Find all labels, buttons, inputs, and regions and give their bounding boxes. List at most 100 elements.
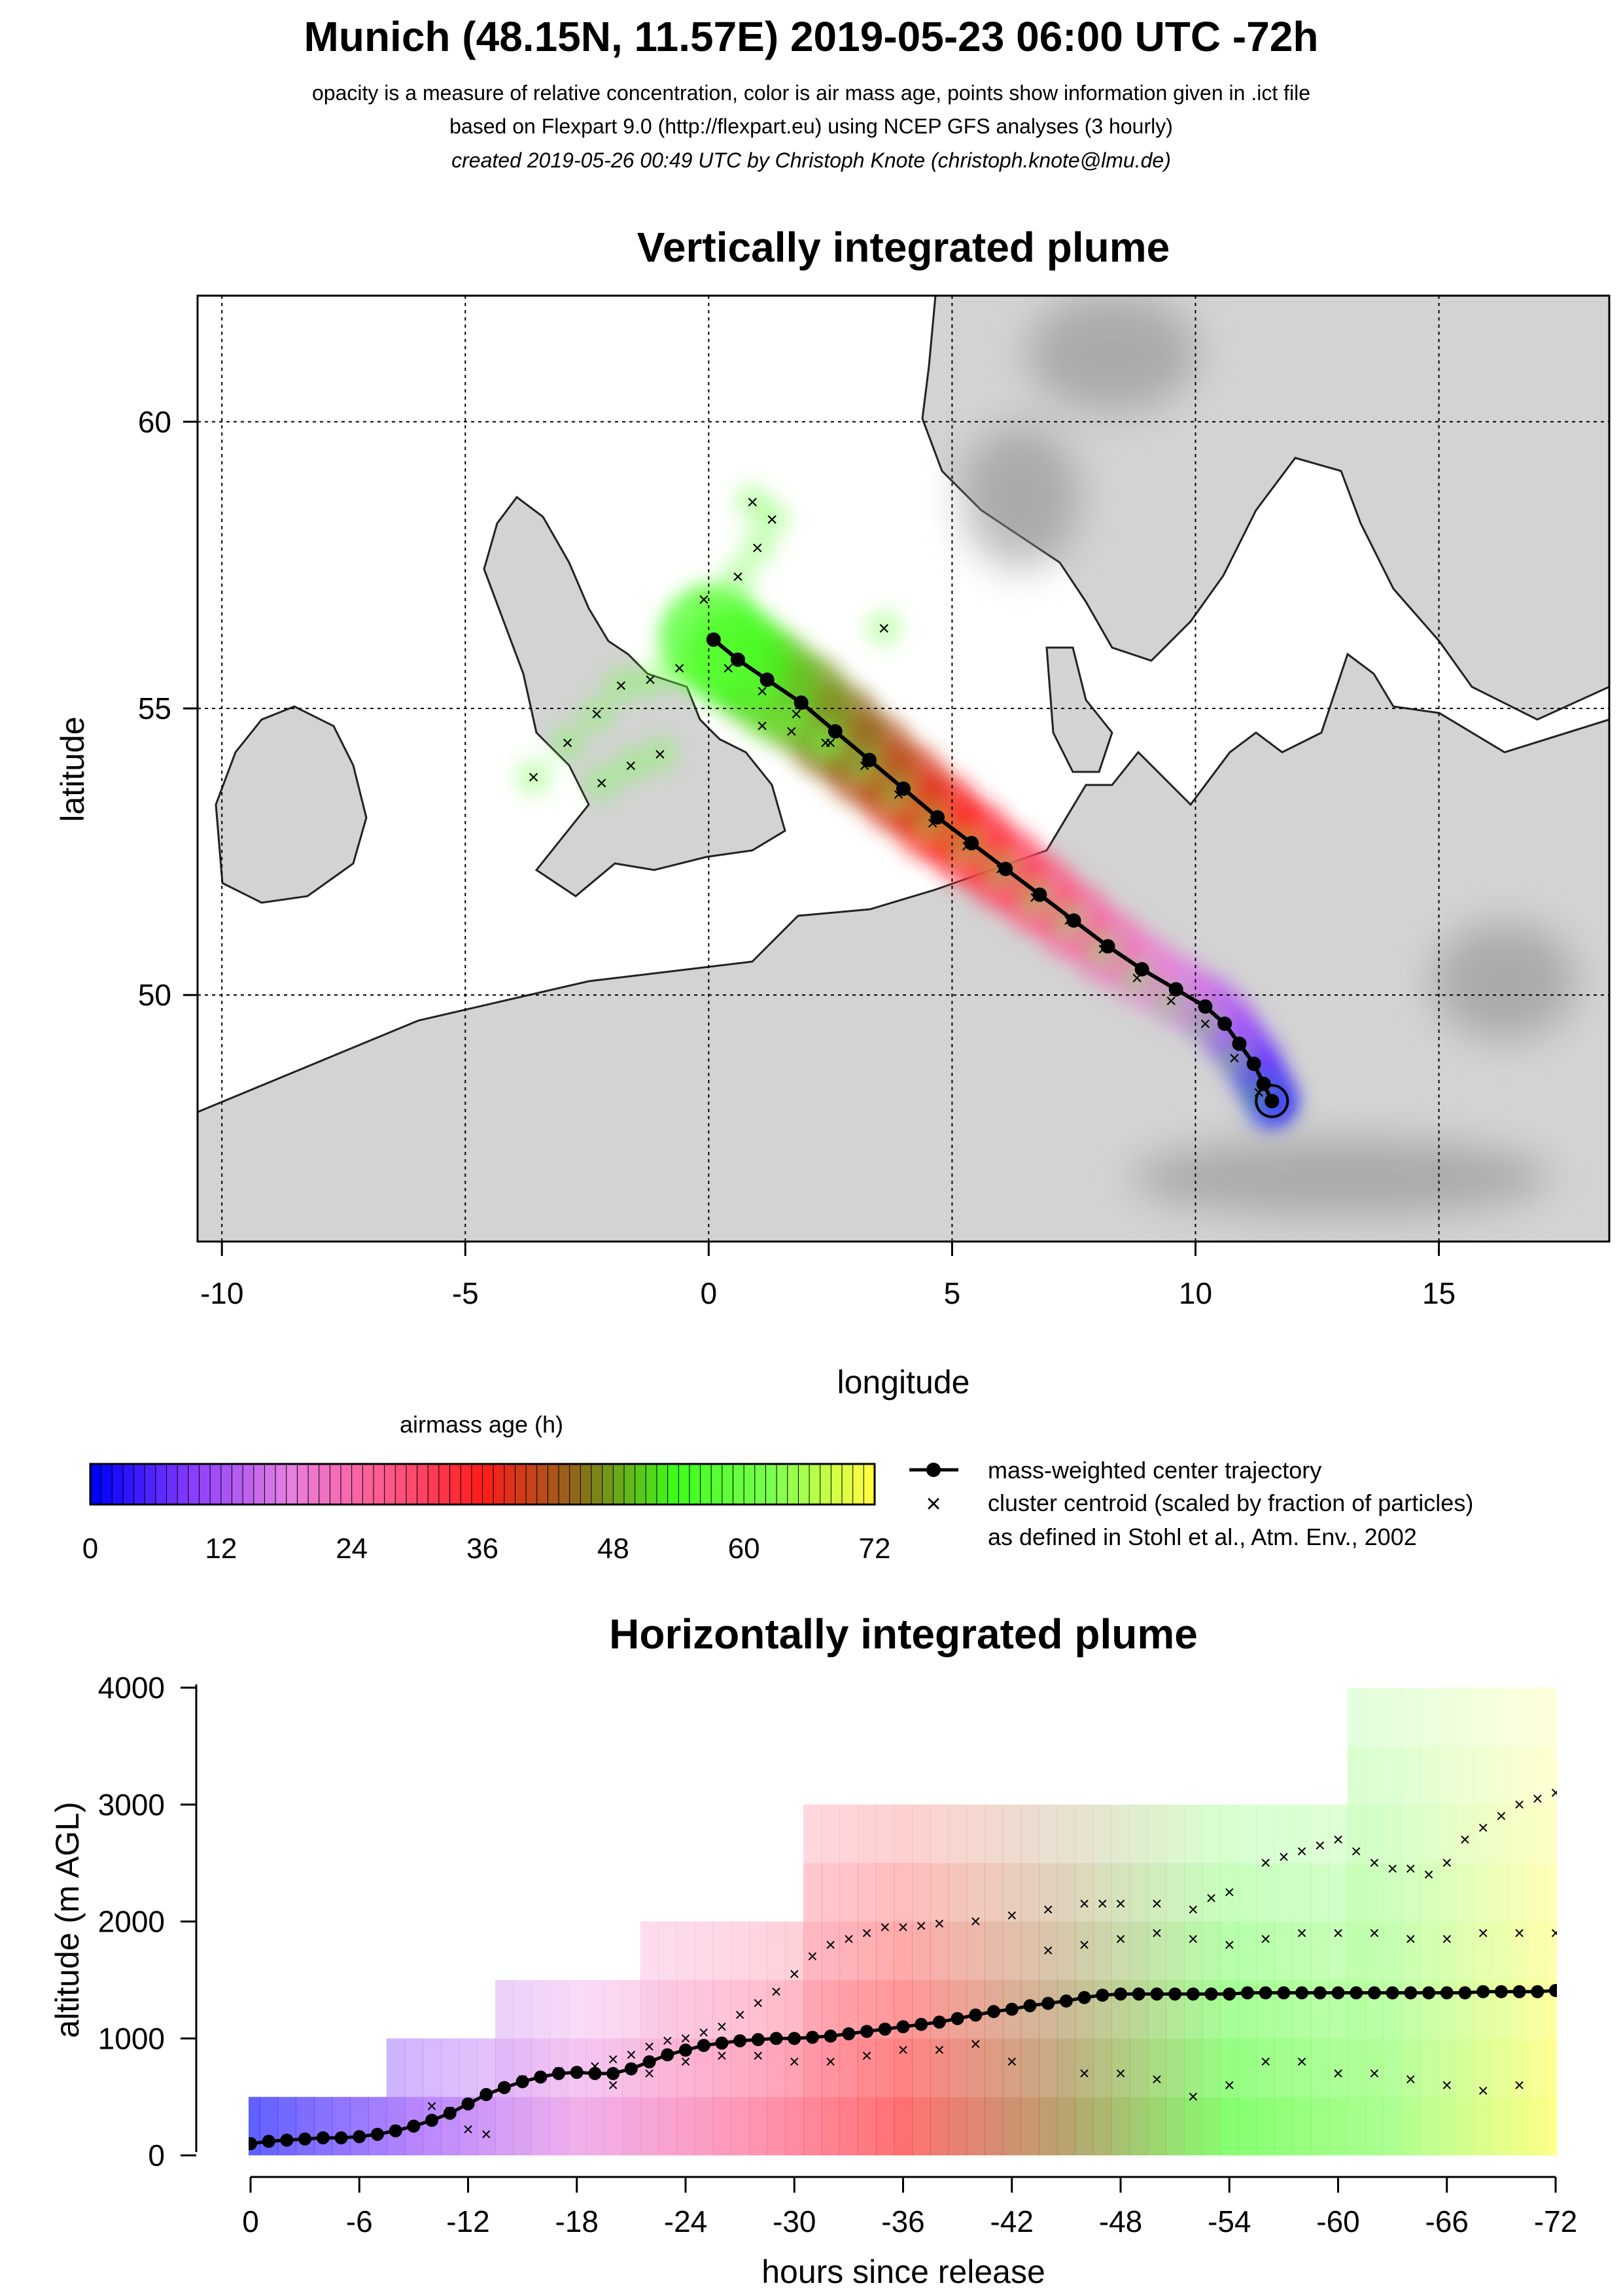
altitude-cluster-centroid: ×: [862, 2045, 872, 2066]
altitude-shade-cell: [1293, 1804, 1312, 1864]
altitude-shade-cell: [767, 1979, 786, 2039]
altitude-shade-cell: [930, 1804, 949, 1864]
altitude-trajectory-point: [606, 2066, 620, 2080]
altitude-cluster-centroid: ×: [753, 1993, 763, 2013]
colorbar-swatch: [602, 1463, 614, 1505]
altitude-shade-cell: [821, 1804, 841, 1864]
colorbar-swatch: [264, 1463, 277, 1505]
altitude-cluster-centroid: ×: [1442, 2075, 1452, 2095]
map-x-tick-label: -5: [452, 1276, 479, 1310]
altitude-shade-cell: [531, 2096, 550, 2155]
plume-blob: [685, 581, 722, 618]
altitude-plume-shading: [249, 1688, 1557, 2155]
colorbar-swatch: [449, 1463, 462, 1505]
altitude-shade-cell: [1528, 1863, 1547, 1922]
altitude-cluster-centroid: ×: [1442, 1928, 1452, 1949]
legend-item-centroid: cluster centroid (scaled by fraction of …: [988, 1489, 1473, 1516]
altitude-cluster-centroid: ×: [898, 2040, 908, 2060]
colorbar-swatch: [787, 1463, 799, 1505]
colorbar-swatch: [384, 1463, 396, 1505]
altitude-y-tick-label: 0: [148, 2138, 165, 2172]
altitude-shade-cell: [1002, 1804, 1022, 1864]
altitude-shade-cell: [477, 2038, 496, 2097]
altitude-shade-cell: [1256, 1804, 1276, 1864]
altitude-trajectory-point: [1240, 1986, 1254, 2000]
colorbar-swatch: [504, 1463, 516, 1505]
colorbar-swatch: [122, 1463, 135, 1505]
release-point-marker: [1255, 1084, 1289, 1119]
altitude-shade-cell: [1383, 1863, 1403, 1922]
altitude-cluster-centroid: ×: [1478, 1818, 1488, 1838]
colorbar-swatch: [155, 1463, 167, 1505]
altitude-cluster-centroid: ×: [825, 1934, 835, 1955]
altitude-trajectory-point: [896, 2020, 910, 2034]
altitude-shade-cell: [966, 1921, 985, 1980]
map-y-tick-label: 50: [138, 978, 171, 1012]
altitude-trajectory-point: [679, 2044, 692, 2057]
map-cluster-centroid: ×: [1200, 1013, 1212, 1035]
altitude-cluster-centroid: ×: [1478, 2081, 1488, 2101]
altitude-trajectory-point: [987, 2005, 1001, 2019]
altitude-shade-cell: [930, 2038, 949, 2097]
altitude-shade-cell: [350, 2096, 369, 2155]
altitude-shade-cell: [1329, 2096, 1348, 2155]
altitude-trajectory-point: [298, 2132, 312, 2146]
colorbar-swatch: [580, 1463, 593, 1505]
altitude-shade-cell: [1492, 1688, 1511, 1747]
subtitle-line-2: based on Flexpart 9.0 (http://flexpart.e…: [449, 114, 1173, 138]
map-cluster-centroid: ×: [722, 658, 734, 680]
map-x-tick-label: 5: [944, 1276, 961, 1310]
altitude-cluster-centroid: ×: [1151, 2069, 1162, 2089]
map-x-tick-label: 15: [1422, 1276, 1456, 1310]
altitude-cluster-centroid: ×: [1007, 2051, 1017, 2072]
colorbar-swatch: [525, 1463, 538, 1505]
altitude-trajectory-point: [1277, 1986, 1291, 2000]
colorbar-swatch: [863, 1463, 876, 1505]
altitude-shade-cell: [1546, 2038, 1557, 2097]
altitude-cluster-centroid: ×: [1043, 1940, 1053, 1960]
altitude-shade-cell: [1002, 2038, 1022, 2097]
altitude-cluster-centroid: ×: [1514, 2075, 1524, 2095]
altitude-shade-cell: [1347, 1921, 1366, 1980]
colorbar-swatch: [362, 1463, 375, 1505]
altitude-shade-cell: [1147, 1863, 1166, 1922]
altitude-cluster-centroid: ×: [1369, 1922, 1380, 1943]
altitude-cluster-centroid: ×: [1405, 1858, 1416, 1879]
map-cluster-centroid: ×: [1229, 1048, 1240, 1070]
altitude-shade-cell: [1129, 1863, 1149, 1922]
plume-blob: [602, 667, 640, 704]
altitude-shade-cell: [513, 1979, 532, 2039]
map-cluster-centroid: ×: [698, 589, 710, 610]
altitude-x-tick-label: 0: [242, 2204, 259, 2238]
altitude-trajectory-point: [515, 2075, 529, 2089]
altitude-shade-cell: [477, 2096, 496, 2155]
plume-blob: [661, 650, 698, 687]
altitude-shade-cell: [821, 1921, 841, 1980]
altitude-shade-cell: [1166, 1804, 1185, 1864]
altitude-x-tick-label: -24: [664, 2204, 707, 2238]
altitude-cluster-centroid: ×: [1151, 1922, 1162, 1943]
colorbar-swatch: [809, 1463, 821, 1505]
map-axis-ticks: -10 -5 0 5 10 15 50 55 60: [138, 405, 1456, 1310]
legend-item-reference: as defined in Stohl et al., Atm. Env., 2…: [988, 1523, 1417, 1550]
map-x-axis-label: longitude: [837, 1364, 970, 1400]
altitude-cluster-centroid: ×: [1387, 1858, 1397, 1879]
map-trajectory-point: [896, 781, 911, 796]
altitude-x-tick-label: -6: [346, 2204, 373, 2238]
colorbar-swatch: [645, 1463, 658, 1505]
altitude-trajectory-point: [1023, 1999, 1037, 2013]
altitude-trajectory-point: [1512, 1985, 1526, 1998]
map-cluster-centroid: ×: [625, 756, 637, 777]
colorbar-swatch: [351, 1463, 364, 1505]
altitude-shade-cell: [1202, 2038, 1221, 2097]
altitude-shade-cell: [313, 2096, 333, 2155]
altitude-axis-ticks: 0 -6 -12 -18 -24 -30 -36 -42 -48 -54 -60 -66 -72 0 100…: [98, 1671, 1578, 2238]
altitude-shade-cell: [985, 2038, 1003, 2097]
altitude-shade-cell: [803, 1863, 822, 1922]
altitude-cluster-centroid: ×: [1405, 2069, 1416, 2089]
altitude-shade-cell: [1420, 1863, 1439, 1922]
altitude-shade-cell: [821, 2038, 841, 2097]
altitude-cluster-centroid: ×: [1297, 2051, 1307, 2072]
altitude-shade-cell: [839, 2096, 858, 2155]
altitude-shade-cell: [694, 2096, 714, 2155]
